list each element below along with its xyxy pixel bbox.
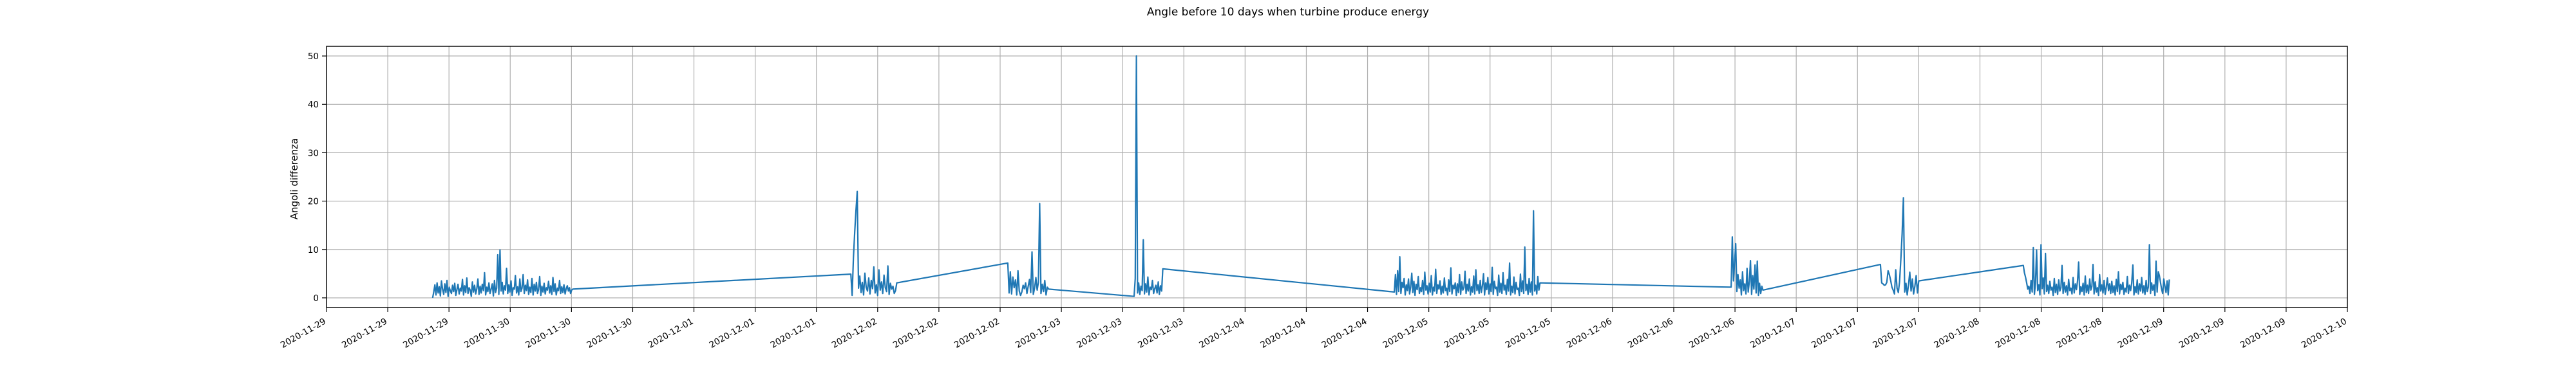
y-tick-label: 40 <box>308 100 319 110</box>
y-tick-label: 50 <box>308 51 319 62</box>
y-tick-label: 20 <box>308 197 319 207</box>
y-tick-label: 10 <box>308 245 319 255</box>
y-tick-label: 0 <box>313 293 319 304</box>
series-line <box>431 55 2170 299</box>
y-axis-label: Angoli differenza <box>289 138 300 219</box>
series-layer <box>431 55 2170 299</box>
plot-frame <box>326 46 2348 308</box>
y-tick-label: 30 <box>308 148 319 158</box>
chart-title: Angle before 10 days when turbine produc… <box>1147 6 1429 19</box>
